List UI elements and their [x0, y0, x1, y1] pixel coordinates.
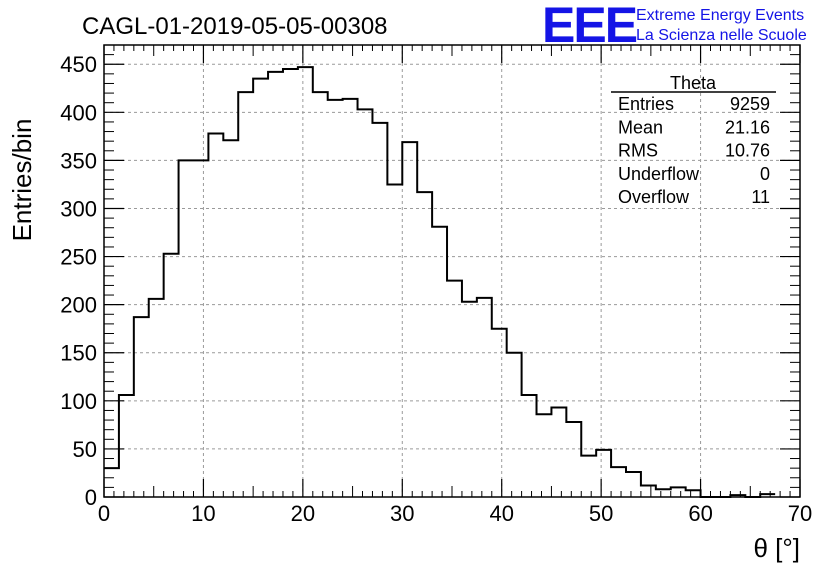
y-tick-label: 350: [60, 148, 97, 173]
stats-row-value: 21.16: [725, 117, 770, 137]
histogram-bin: [268, 72, 283, 497]
histogram-bin: [402, 142, 417, 497]
histogram-bin: [343, 99, 358, 497]
histogram-bin: [447, 281, 462, 497]
histogram-bin: [522, 395, 537, 497]
y-tick-label: 200: [60, 293, 97, 318]
y-axis-label: Entries/bin: [7, 119, 37, 242]
x-tick-label: 60: [688, 501, 712, 526]
histogram-bin: [641, 485, 656, 497]
x-axis-ticks: 0 10 20 30 40 50 60 70: [98, 45, 812, 526]
y-tick-label: 50: [73, 437, 97, 462]
stats-row-label: Entries: [618, 94, 674, 114]
histogram-bin: [432, 227, 447, 497]
histogram-bin: [372, 123, 387, 497]
histogram-bin: [626, 472, 641, 497]
chart-title: CAGL-01-2019-05-05-00308: [82, 13, 388, 40]
stats-row-label: Mean: [618, 117, 663, 137]
histogram-bin: [596, 450, 611, 497]
y-axis-ticks: 0 50 100 150 200 250 300 350 400 450: [60, 44, 800, 510]
histogram-bin: [164, 254, 179, 497]
x-tick-label: 0: [98, 501, 110, 526]
logo-line2: La Scienza nelle Scuole: [636, 27, 807, 44]
histogram-bin: [387, 184, 402, 497]
stats-row-label: Underflow: [618, 164, 700, 184]
histogram-bin: [462, 302, 477, 497]
x-tick-label: 30: [390, 501, 414, 526]
y-tick-label: 300: [60, 196, 97, 221]
histogram-bin: [283, 69, 298, 497]
histogram-bin: [358, 109, 373, 497]
histogram-bin: [104, 468, 119, 497]
logo-line1: Extreme Energy Events: [636, 7, 804, 24]
histogram-bin: [223, 140, 238, 497]
histogram-bin: [581, 456, 596, 497]
stats-box: Theta Entries 9259 Mean 21.16 RMS 10.76 Underf…: [611, 73, 776, 207]
x-tick-label: 50: [589, 501, 613, 526]
histogram-bin: [119, 395, 134, 497]
stats-box-name: Theta: [670, 73, 717, 93]
histogram-bin: [551, 408, 566, 497]
histogram-bin: [313, 92, 328, 497]
histogram-bin: [671, 487, 686, 497]
stats-row-value: 9259: [730, 94, 770, 114]
histogram-bin: [656, 489, 671, 497]
histogram-bin: [328, 100, 343, 497]
x-tick-label: 10: [191, 501, 215, 526]
histogram-bin: [208, 133, 223, 497]
logo-mark: EEE: [542, 0, 637, 53]
stats-row-label: Overflow: [618, 187, 690, 207]
stats-row-value: 11: [751, 187, 770, 207]
histogram-bin: [417, 192, 432, 497]
histogram-bin: [507, 353, 522, 497]
histogram-bin: [179, 160, 194, 497]
histogram-bin: [477, 298, 492, 497]
histogram-bin: [193, 160, 208, 497]
x-axis-label: θ [°]: [753, 533, 800, 563]
y-tick-label: 400: [60, 100, 97, 125]
histogram-bin: [492, 329, 507, 497]
histogram-bin: [134, 317, 149, 497]
histogram-bin: [686, 490, 701, 497]
histogram-bin: [149, 299, 164, 497]
y-tick-label: 0: [85, 485, 97, 510]
stats-row-value: 10.76: [725, 141, 770, 161]
histogram-bin: [253, 79, 268, 497]
grid: [104, 45, 800, 497]
x-tick-label: 20: [291, 501, 315, 526]
y-tick-label: 100: [60, 389, 97, 414]
histogram-bin: [611, 467, 626, 497]
stats-row-value: 0: [760, 164, 770, 184]
y-tick-label: 450: [60, 52, 97, 77]
x-tick-label: 40: [489, 501, 513, 526]
y-tick-label: 250: [60, 245, 97, 270]
histogram-series: [104, 66, 776, 498]
histogram-bin: [566, 422, 581, 497]
stats-row-label: RMS: [618, 141, 658, 161]
histogram-bin: [298, 67, 313, 497]
histogram-outline: [104, 66, 776, 498]
histogram-bin: [238, 92, 253, 497]
y-tick-label: 150: [60, 341, 97, 366]
logo: EEE Extreme Energy Events La Scienza nel…: [542, 0, 807, 53]
histogram-bin: [537, 414, 552, 497]
x-tick-label: 70: [788, 501, 812, 526]
